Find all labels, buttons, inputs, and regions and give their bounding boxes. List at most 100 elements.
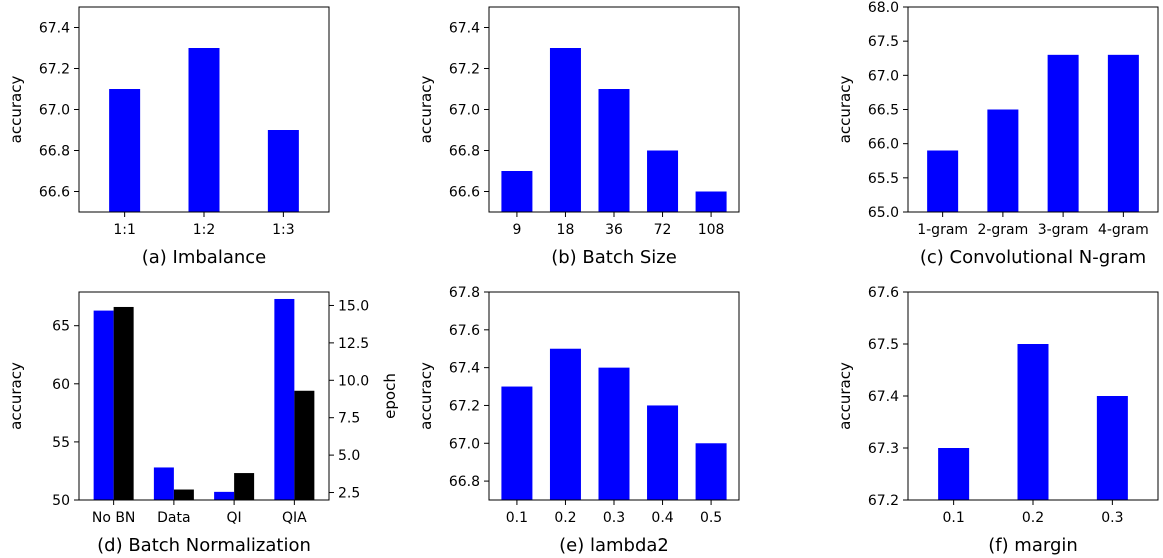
ylabel-batch-size: accuracy: [417, 76, 435, 144]
ytick-label-ngram-0: 65.0: [868, 205, 899, 221]
ytick-label-lambda2-5: 67.8: [449, 285, 480, 301]
axes-frame-batch-norm: [78, 291, 330, 501]
xtick-label-ngram-0: 1-gram: [917, 222, 968, 238]
xtick-label-batch-size-3: 72: [654, 222, 672, 238]
bar-ngram-2: [1047, 54, 1079, 213]
xtick-label-margin-1: 0.2: [1022, 510, 1044, 526]
ytick-label-batch-size-1: 66.8: [449, 144, 480, 160]
ytick-label-batch-norm-3: 65: [52, 319, 70, 335]
bar-margin-1: [1017, 344, 1049, 500]
ytick-label-imbalance-1: 66.8: [39, 144, 70, 160]
xtick-label-batch-size-4: 108: [698, 222, 725, 238]
title-margin: (f) margin: [988, 535, 1078, 556]
xtick-label-imbalance-1: 1:2: [193, 222, 216, 238]
bar-batch-size-2: [598, 89, 630, 212]
xtick-label-lambda2-4: 0.5: [700, 510, 722, 526]
bar-imbalance-0: [109, 89, 141, 212]
bar-batch-size-0: [501, 171, 533, 212]
ytick-label-margin-3: 67.5: [868, 337, 899, 353]
ytick-right-label-batch-norm-5: 15.0: [338, 298, 369, 314]
ytick-label-lambda2-3: 67.4: [449, 361, 480, 377]
bar-batch-norm-s1-0: [113, 306, 134, 500]
xtick-label-imbalance-2: 1:3: [272, 222, 295, 238]
ylabel-batch-norm: accuracy: [7, 362, 25, 430]
ytick-label-batch-size-4: 67.4: [449, 21, 480, 37]
bar-batch-size-4: [695, 191, 727, 212]
ytick-label-batch-norm-1: 55: [52, 435, 70, 451]
ytick-label-ngram-1: 65.5: [868, 171, 899, 187]
xtick-label-batch-norm-3: QIA: [282, 510, 307, 526]
ytick-label-imbalance-0: 66.6: [39, 185, 70, 201]
ytick-label-ngram-5: 67.5: [868, 34, 899, 50]
title-ngram: (c) Convolutional N-gram: [920, 247, 1146, 268]
bar-lambda2-2: [598, 367, 630, 500]
ytick-label-batch-norm-0: 50: [52, 493, 70, 509]
bar-imbalance-2: [267, 130, 299, 212]
ytick-label-ngram-4: 67.0: [868, 68, 899, 84]
bar-margin-2: [1096, 396, 1128, 500]
ytick-label-margin-1: 67.3: [868, 441, 899, 457]
panel-ngram: 65.0 65.5 66.0 66.5 67.0 67.5 68.0 1-gram 2-gram…: [836, 0, 1159, 268]
xtick-label-margin-2: 0.3: [1101, 510, 1123, 526]
ytick-label-imbalance-3: 67.2: [39, 62, 70, 78]
ytick-label-ngram-3: 66.5: [868, 103, 899, 119]
panel-imbalance: 66.6 66.8 67.0 67.2 67.4 1:1 1:2 1:3 accuracy (a)…: [7, 6, 330, 268]
panel-batch-size: 66.6 66.8 67.0 67.2 67.4 9 18 36 72 108 accuracy (b…: [417, 6, 740, 268]
xtick-label-batch-size-2: 36: [605, 222, 623, 238]
bar-batch-norm-s1-2: [234, 473, 255, 500]
bar-batch-norm-s1-1: [173, 489, 194, 500]
xtick-label-lambda2-0: 0.1: [506, 510, 528, 526]
bar-batch-norm-s0-3: [274, 298, 295, 500]
xtick-label-ngram-1: 2-gram: [977, 222, 1028, 238]
bar-batch-norm-s0-1: [153, 467, 174, 500]
title-lambda2: (e) lambda2: [559, 535, 669, 556]
xtick-label-batch-norm-2: QI: [227, 510, 242, 526]
bar-lambda2-4: [695, 443, 727, 500]
bar-lambda2-0: [501, 386, 533, 500]
ytick-right-label-batch-norm-3: 10.0: [338, 373, 369, 389]
ytick-label-ngram-6: 68.0: [868, 0, 899, 16]
ytick-label-margin-2: 67.4: [868, 389, 899, 405]
ytick-right-label-batch-norm-0: 2.5: [338, 486, 360, 502]
ylabel-margin: accuracy: [836, 362, 854, 430]
xtick-label-batch-norm-1: Data: [157, 510, 190, 526]
ytick-label-batch-size-0: 66.6: [449, 185, 480, 201]
ytick-right-label-batch-norm-2: 7.5: [338, 411, 360, 427]
ylabel-lambda2: accuracy: [417, 362, 435, 430]
xtick-label-margin-0: 0.1: [943, 510, 965, 526]
ylabel-ngram: accuracy: [836, 76, 854, 144]
bar-lambda2-1: [549, 348, 581, 500]
panel-margin: 67.2 67.3 67.4 67.5 67.6 0.1 0.2 0.3 accuracy (f)…: [836, 285, 1159, 556]
bar-lambda2-3: [647, 405, 679, 500]
ytick-label-batch-norm-2: 60: [52, 377, 70, 393]
ytick-label-margin-0: 67.2: [868, 493, 899, 509]
panel-lambda2: 66.8 67.0 67.2 67.4 67.6 67.8 0.1 0.2 0.3 0.4 0.5 a…: [417, 285, 740, 556]
ytick-label-imbalance-2: 67.0: [39, 103, 70, 119]
panel-batch-norm: 2.5 5.0 7.5 10.0 12.5 15.0 epoch 50 55 60 65 No BN D…: [7, 291, 399, 556]
ylabel-right-batch-norm: epoch: [381, 373, 399, 419]
bar-imbalance-1: [188, 48, 220, 212]
title-batch-size: (b) Batch Size: [551, 247, 677, 268]
title-imbalance: (a) Imbalance: [142, 247, 267, 268]
ytick-label-batch-size-3: 67.2: [449, 62, 480, 78]
xtick-label-lambda2-3: 0.4: [651, 510, 673, 526]
ylabel-imbalance: accuracy: [7, 76, 25, 144]
xtick-label-batch-size-1: 18: [557, 222, 575, 238]
ytick-label-margin-4: 67.6: [868, 285, 899, 301]
xtick-label-imbalance-0: 1:1: [113, 222, 136, 238]
ytick-label-lambda2-0: 66.8: [449, 474, 480, 490]
bar-batch-norm-s0-0: [93, 310, 114, 500]
xtick-label-batch-norm-0: No BN: [92, 510, 136, 526]
bar-ngram-1: [987, 109, 1019, 212]
ytick-right-label-batch-norm-1: 5.0: [338, 448, 360, 464]
bar-batch-norm-s0-2: [214, 491, 235, 500]
ytick-label-lambda2-4: 67.6: [449, 323, 480, 339]
title-batch-norm: (d) Batch Normalization: [97, 535, 311, 556]
bar-margin-0: [938, 448, 970, 500]
xtick-label-ngram-2: 3-gram: [1038, 222, 1089, 238]
bar-batch-size-3: [647, 150, 679, 212]
bar-ngram-0: [927, 150, 959, 212]
xtick-label-batch-size-0: 9: [512, 222, 521, 238]
bar-ngram-3: [1107, 54, 1139, 213]
